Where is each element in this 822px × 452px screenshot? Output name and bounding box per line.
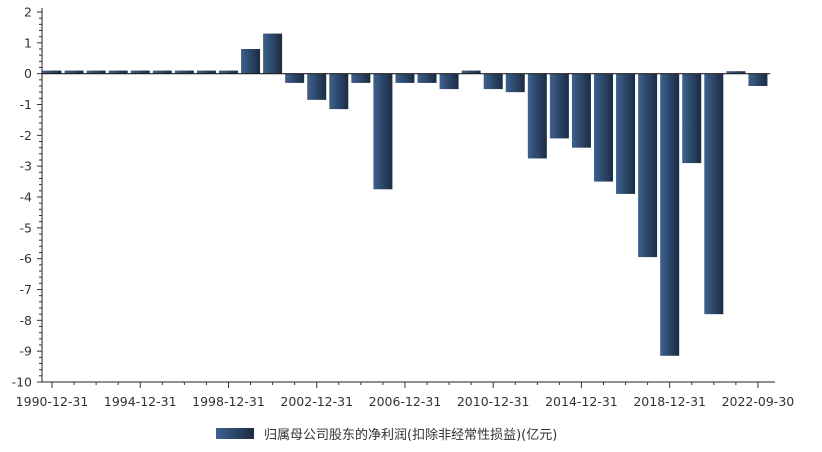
bar-2011-12-31	[505, 73, 525, 93]
bar-2005-12-31	[373, 73, 393, 190]
y-tick-label: 2	[24, 5, 32, 20]
bar-2009-12-31	[461, 70, 481, 74]
y-tick-label: -2	[20, 128, 32, 143]
bar-2002-12-31	[307, 73, 327, 100]
y-tick-label: -10	[12, 375, 32, 390]
bar-2022-09-30	[748, 73, 768, 86]
y-tick-label: -6	[20, 251, 33, 266]
bar-2015-12-31	[594, 73, 613, 182]
bar-2016-12-31	[616, 73, 636, 194]
legend: 归属母公司股东的净利润(扣除非经常性损益)(亿元)	[216, 424, 557, 443]
y-tick-label: -1	[20, 97, 32, 112]
x-tick-label: 2006-12-31	[369, 394, 442, 409]
bar-1996-12-31	[174, 70, 194, 74]
x-tick-label: 2014-12-31	[545, 394, 618, 409]
bar-2021-12-31	[726, 71, 746, 74]
bar-2007-12-31	[417, 73, 437, 83]
bar-2018-12-31	[660, 73, 680, 356]
x-tick-label: 1998-12-31	[192, 394, 265, 409]
bar-1995-12-31	[152, 70, 172, 74]
bar-1990-12-31	[42, 70, 62, 74]
bar-1992-12-31	[86, 70, 106, 74]
bar-2017-12-31	[638, 73, 658, 258]
y-tick-label: -3	[20, 159, 32, 174]
bar-1999-12-31	[241, 49, 261, 74]
bar-2008-12-31	[439, 73, 459, 90]
y-tick-label: -5	[20, 220, 32, 235]
bar-1998-12-31	[218, 70, 238, 74]
bar-2001-12-31	[285, 73, 305, 83]
x-tick-label: 2002-12-31	[280, 394, 353, 409]
y-tick-label: -9	[20, 344, 33, 359]
bar-2013-12-31	[549, 73, 569, 139]
y-tick-label: 0	[24, 66, 32, 81]
bar-2004-12-31	[351, 73, 371, 83]
bar-1991-12-31	[64, 70, 84, 74]
bar-2019-12-31	[682, 73, 702, 164]
bar-2000-12-31	[263, 33, 283, 74]
bar-2006-12-31	[395, 73, 415, 83]
bar-2014-12-31	[571, 73, 591, 148]
y-tick-label: -8	[20, 313, 33, 328]
bar-2012-12-31	[527, 73, 547, 159]
bar-1997-12-31	[196, 70, 216, 74]
bar-2020-12-31	[704, 73, 724, 315]
x-tick-label: 2022-09-30	[722, 394, 795, 409]
y-tick-label: 1	[24, 35, 32, 50]
x-tick-label: 1990-12-31	[16, 394, 89, 409]
bar-2010-12-31	[483, 73, 503, 90]
x-tick-label: 2010-12-31	[457, 394, 530, 409]
bar-2003-12-31	[329, 73, 349, 110]
y-tick-label: -4	[20, 190, 33, 205]
bar-1993-12-31	[108, 70, 128, 74]
y-tick-label: -7	[20, 282, 32, 297]
x-tick-label: 1994-12-31	[104, 394, 177, 409]
legend-swatch	[216, 428, 254, 439]
legend-label: 归属母公司股东的净利润(扣除非经常性损益)(亿元)	[264, 428, 558, 443]
x-tick-label: 2018-12-31	[633, 394, 706, 409]
bar-1994-12-31	[130, 70, 150, 74]
